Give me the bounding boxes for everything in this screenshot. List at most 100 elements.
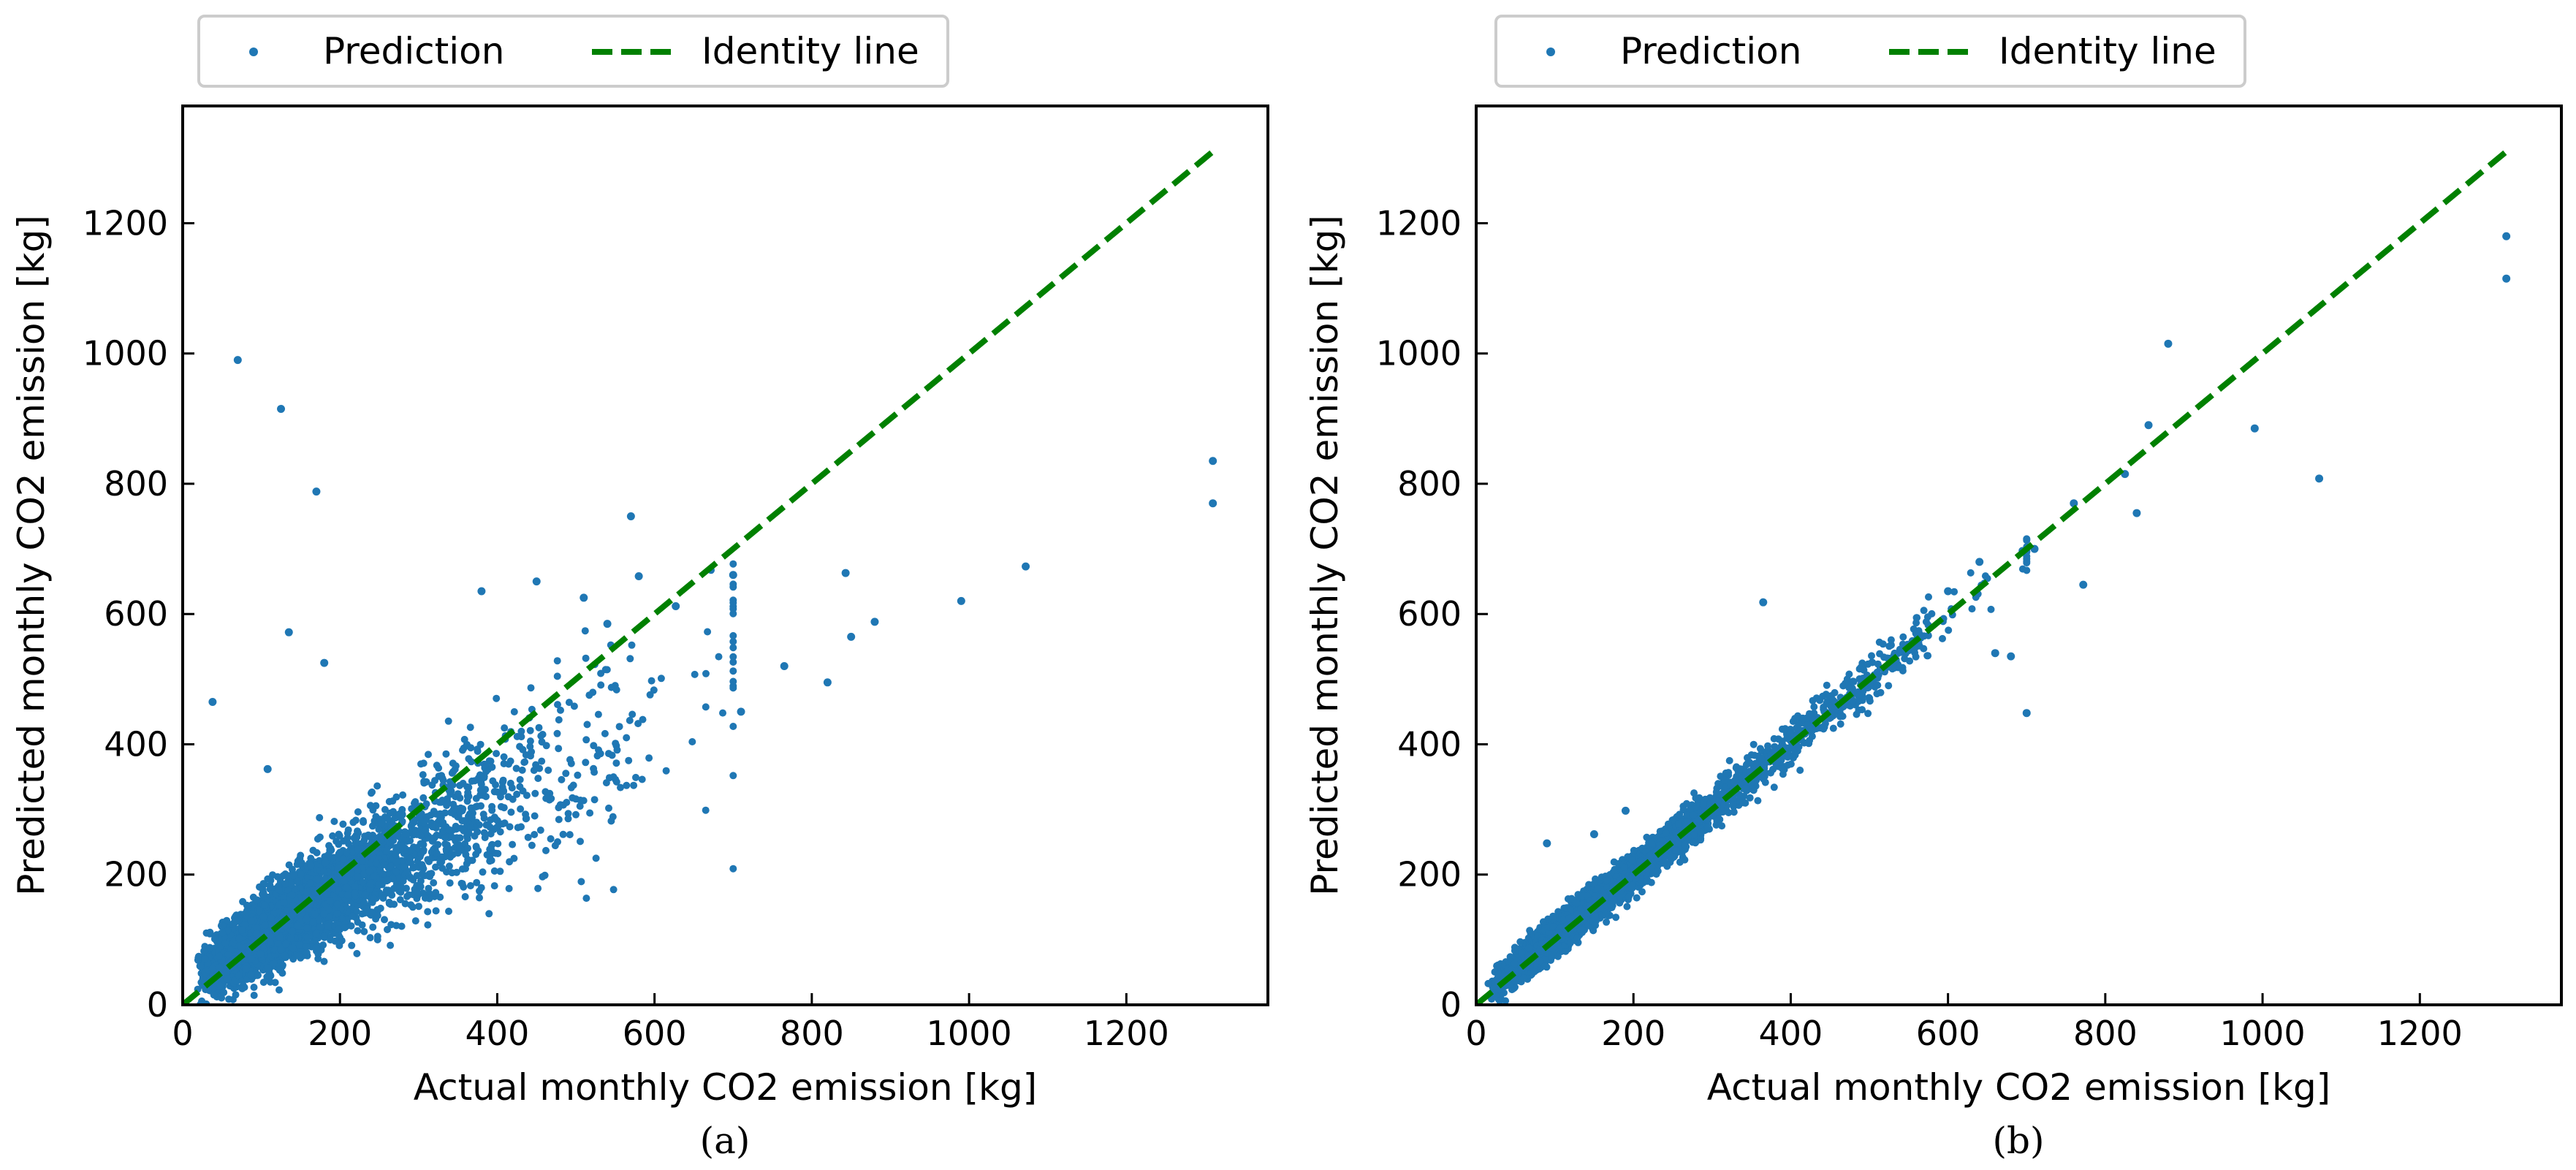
data-point: [417, 760, 425, 768]
data-point: [319, 941, 327, 949]
data-point: [422, 827, 430, 835]
data-point: [399, 844, 407, 852]
data-point: [336, 848, 344, 856]
data-point: [504, 793, 512, 801]
data-point: [702, 703, 710, 711]
data-point: [457, 879, 466, 887]
data-point: [284, 872, 292, 880]
data-point: [339, 837, 347, 845]
data-point: [526, 737, 534, 745]
data-point: [334, 925, 342, 933]
data-point: [447, 787, 455, 795]
data-point: [468, 813, 476, 821]
data-point: [287, 935, 295, 942]
data-point-outlier: [823, 678, 832, 687]
data-point: [420, 778, 428, 786]
data-point: [309, 918, 316, 926]
data-point-outlier: [320, 658, 329, 667]
data-point: [555, 716, 563, 723]
data-point: [499, 776, 507, 784]
plot-area: [1476, 149, 2511, 1005]
data-point: [487, 757, 495, 765]
data-point: [538, 738, 546, 746]
data-point: [349, 848, 357, 856]
data-point: [506, 823, 514, 831]
y-tick-label: 200: [104, 855, 168, 894]
x-tick-label: 1200: [1084, 1014, 1169, 1053]
data-point: [363, 905, 371, 913]
data-point: [704, 628, 712, 636]
data-point: [612, 759, 620, 767]
data-point: [729, 723, 737, 730]
data-point: [485, 910, 493, 918]
data-point: [375, 881, 382, 889]
data-point: [341, 924, 349, 932]
data-point: [256, 908, 263, 916]
panel-caption: (a): [700, 1120, 751, 1162]
data-point: [427, 811, 435, 819]
data-point: [467, 758, 475, 766]
data-point: [303, 924, 311, 932]
x-tick-label: 400: [466, 1014, 530, 1053]
data-point: [518, 766, 526, 774]
data-point: [366, 881, 374, 889]
data-point: [314, 950, 322, 958]
data-point: [492, 781, 500, 789]
data-point: [262, 927, 270, 935]
data-point: [509, 840, 517, 848]
data-point: [406, 854, 414, 862]
data-point: [373, 782, 381, 790]
data-point: [572, 810, 580, 818]
data-point: [303, 916, 311, 924]
data-point: [613, 746, 621, 754]
data-point: [455, 841, 463, 849]
data-point: [378, 836, 385, 844]
data-point: [330, 818, 338, 825]
data-point: [383, 847, 391, 855]
legend-label-prediction: Prediction: [323, 30, 504, 72]
data-point: [323, 890, 331, 898]
data-point: [490, 867, 498, 875]
data-point: [516, 783, 524, 791]
data-point: [219, 929, 227, 937]
data-point: [513, 790, 521, 798]
x-axis-label: Actual monthly CO2 emission [kg]: [414, 1066, 1037, 1109]
data-point: [335, 832, 343, 840]
data-point: [375, 825, 383, 833]
data-point: [553, 729, 561, 737]
identity-line: [183, 149, 1215, 1005]
data-point: [280, 899, 288, 907]
data-point: [284, 886, 292, 894]
data-point: [295, 941, 303, 949]
data-point: [313, 848, 321, 856]
data-point: [354, 873, 361, 881]
data-point: [493, 824, 501, 832]
data-point: [473, 878, 481, 886]
data-point: [441, 840, 449, 848]
data-point: [247, 970, 255, 979]
data-point: [432, 863, 439, 871]
data-point-outlier: [233, 356, 242, 365]
data-point: [569, 794, 577, 802]
data-point: [281, 951, 289, 960]
data-point-outlier: [737, 707, 745, 716]
data-point: [221, 939, 229, 947]
data-point: [395, 810, 403, 818]
data-point: [623, 781, 631, 789]
data-point: [647, 677, 656, 685]
x-tick-label: 200: [308, 1014, 372, 1053]
data-point: [729, 580, 737, 588]
data-point: [691, 670, 699, 678]
data-point: [401, 900, 409, 908]
data-point: [501, 724, 509, 732]
data-point: [536, 827, 544, 834]
data-point: [287, 881, 295, 889]
data-point: [574, 771, 582, 779]
data-point: [194, 954, 202, 962]
data-point: [418, 861, 426, 869]
data-point: [480, 814, 488, 822]
data-point: [428, 823, 436, 831]
data-point: [339, 855, 347, 863]
data-point: [446, 879, 454, 887]
data-point: [496, 867, 504, 875]
